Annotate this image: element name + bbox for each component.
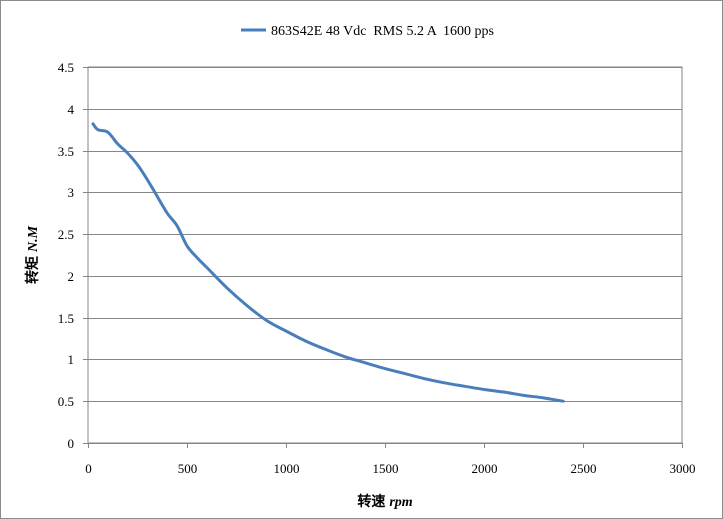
x-axis-unit: rpm — [389, 495, 412, 510]
x-axis-ticks: 0 500 1000 1500 2000 2500 3000 — [85, 443, 696, 476]
y-axis-unit: N.M — [26, 225, 41, 253]
x-tick-label: 500 — [178, 461, 198, 476]
y-tick-label: 3.5 — [58, 144, 74, 159]
y-tick-label: 1 — [68, 352, 75, 367]
y-tick-label: 1.5 — [58, 311, 74, 326]
legend: 863S42E 48 Vdc RMS 5.2 A 1600 pps — [241, 24, 494, 39]
x-tick-label: 0 — [85, 461, 92, 476]
x-axis-title-text: 转速 — [357, 493, 385, 510]
y-tick-label: 2.5 — [58, 227, 74, 242]
y-axis-title-text: 转矩 — [24, 256, 41, 284]
y-tick-label: 0.5 — [58, 394, 74, 409]
y-axis-title: 转矩 N.M — [24, 225, 41, 284]
y-tick-label: 4.5 — [58, 60, 74, 75]
series-line — [91, 122, 565, 403]
y-axis-ticks: 0 0.5 1 1.5 2 2.5 3 3.5 4 4.5 — [58, 60, 88, 451]
x-axis-title: 转速 rpm — [357, 493, 412, 510]
y-tick-label: 3 — [68, 185, 75, 200]
x-tick-label: 3000 — [670, 461, 696, 476]
x-tick-label: 2000 — [472, 461, 498, 476]
y-tick-label: 2 — [68, 269, 75, 284]
x-tick-label: 1000 — [274, 461, 300, 476]
x-tick-label: 1500 — [373, 461, 399, 476]
x-tick-label: 2500 — [571, 461, 597, 476]
y-tick-label: 4 — [68, 102, 75, 117]
plot-area-border — [87, 66, 683, 444]
series-layer — [91, 122, 565, 403]
y-tick-label: 0 — [68, 436, 75, 451]
gridlines — [88, 67, 682, 444]
legend-entry: 863S42E 48 Vdc RMS 5.2 A 1600 pps — [271, 24, 494, 39]
